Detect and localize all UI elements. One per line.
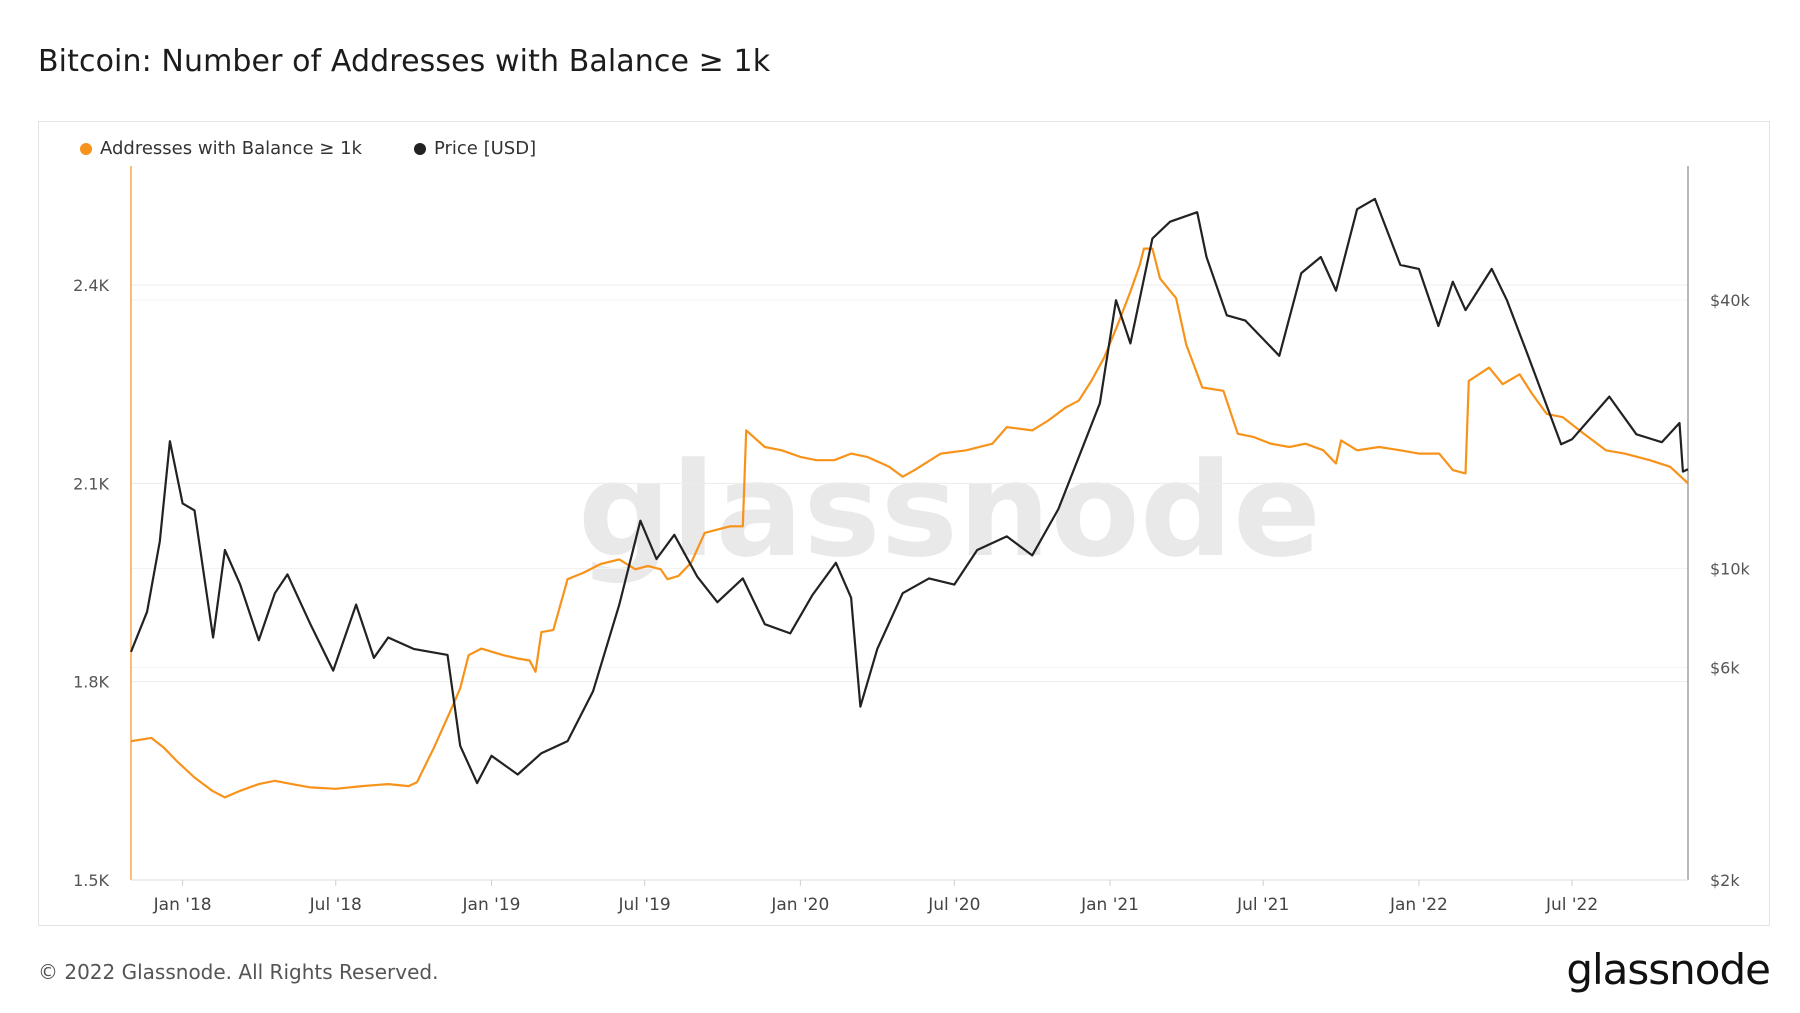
x-tick-label: Jul '22: [1545, 895, 1598, 915]
y-left-tick-label: 1.8K: [73, 673, 109, 692]
legend-label-price: Price [USD]: [433, 138, 537, 159]
y-left-tick-label: 2.4K: [73, 276, 109, 295]
x-tick-label: Jul '19: [618, 895, 671, 915]
y-right-tick-label: $10k: [1710, 559, 1751, 578]
x-tick-label: Jan '21: [1080, 895, 1139, 915]
copyright-text: © 2022 Glassnode. All Rights Reserved.: [38, 960, 439, 984]
x-tick-label: Jan '22: [1389, 895, 1448, 915]
x-tick-label: Jan '19: [462, 895, 521, 915]
x-tick-label: Jan '18: [153, 895, 212, 915]
y-left-tick-label: 1.5K: [73, 871, 109, 890]
y-right-tick-label: $40k: [1710, 291, 1751, 310]
legend-item-addresses[interactable]: Addresses with Balance ≥ 1k: [80, 138, 362, 159]
x-tick-label: Jan '20: [770, 895, 829, 915]
chart-title: Bitcoin: Number of Addresses with Balanc…: [38, 44, 771, 79]
x-tick-label: Jul '20: [927, 895, 980, 915]
legend-label-addresses: Addresses with Balance ≥ 1k: [100, 138, 362, 159]
chart-frame: [38, 121, 1770, 926]
watermark: glassnode: [578, 434, 1321, 586]
y-left-tick-label: 2.1K: [73, 474, 109, 493]
y-right-tick-label: $6k: [1710, 658, 1740, 677]
series-line-addresses: [130, 247, 1689, 799]
legend-dot-price: [413, 142, 426, 155]
x-tick-label: Jul '18: [309, 895, 362, 915]
series-line-price: [129, 197, 1689, 785]
legend-item-price[interactable]: Price [USD]: [413, 138, 537, 159]
glassnode-logo: glassnode: [1566, 945, 1771, 994]
legend: Addresses with Balance ≥ 1k Price [USD]: [80, 138, 536, 159]
x-tick-label: Jul '21: [1236, 895, 1289, 915]
legend-dot-addresses: [80, 142, 92, 155]
y-right-tick-label: $2k: [1710, 871, 1740, 890]
